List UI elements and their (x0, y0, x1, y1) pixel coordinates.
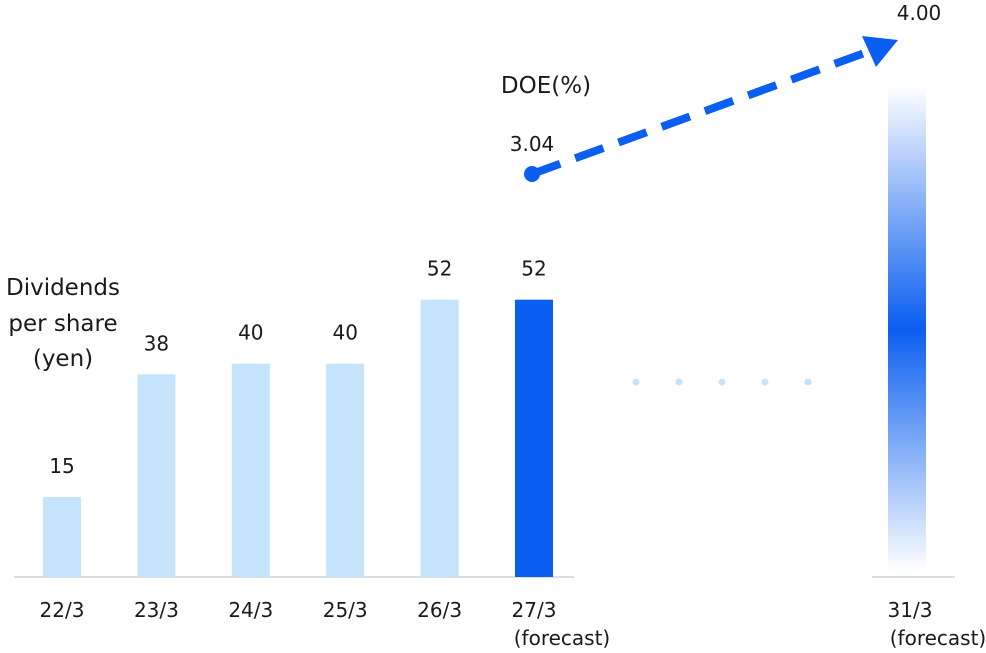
doe-start-marker (524, 166, 540, 182)
x-tick-label: 23/3 (134, 598, 179, 622)
doe-trend-arrow (530, 47, 872, 178)
target-forecast-note: (forecast) (890, 626, 986, 650)
y-axis-label-line-1: Dividends (6, 275, 120, 301)
doe-arrowhead-icon (862, 36, 898, 67)
bar-22-3 (43, 497, 81, 577)
gap-dot (718, 378, 726, 386)
y-axis-label-line-2: per share (8, 311, 117, 337)
bar-24-3 (231, 363, 270, 577)
x-tick-label: 27/3 (512, 598, 557, 622)
bar-25-3 (326, 363, 365, 577)
gap-indicator (632, 378, 812, 386)
gap-dot (632, 378, 640, 386)
bar-26-3 (420, 299, 459, 577)
doe-title: DOE(%) (501, 73, 591, 99)
target-category-label: 31/3 (888, 598, 933, 622)
x-tick-label: 22/3 (40, 598, 85, 622)
y-axis-label-line-3: (yen) (33, 346, 93, 372)
bar-value-label: 15 (49, 454, 74, 478)
forecast-note: (forecast) (514, 626, 610, 650)
bar-value-label: 40 (332, 321, 357, 345)
bar-value-label: 52 (427, 257, 452, 281)
gap-dot (675, 378, 683, 386)
x-tick-label: 24/3 (228, 598, 273, 622)
target-column (888, 85, 926, 572)
doe-end-value: 4.00 (897, 1, 942, 25)
x-tick-label: 25/3 (323, 598, 368, 622)
x-tick-label: 26/3 (417, 598, 462, 622)
bar-27-3 (515, 299, 553, 577)
bar-value-label: 40 (238, 321, 263, 345)
bar-value-label: 38 (144, 331, 169, 355)
gap-dot (804, 378, 812, 386)
gap-dot (761, 378, 769, 386)
bar-value-label: 52 (521, 257, 546, 281)
bar-series: 15 22/3 38 23/3 40 24/3 40 25/3 52 26/3 52 27/3 (for… (40, 257, 611, 650)
bar-23-3 (137, 374, 176, 577)
doe-start-value: 3.04 (510, 132, 555, 156)
